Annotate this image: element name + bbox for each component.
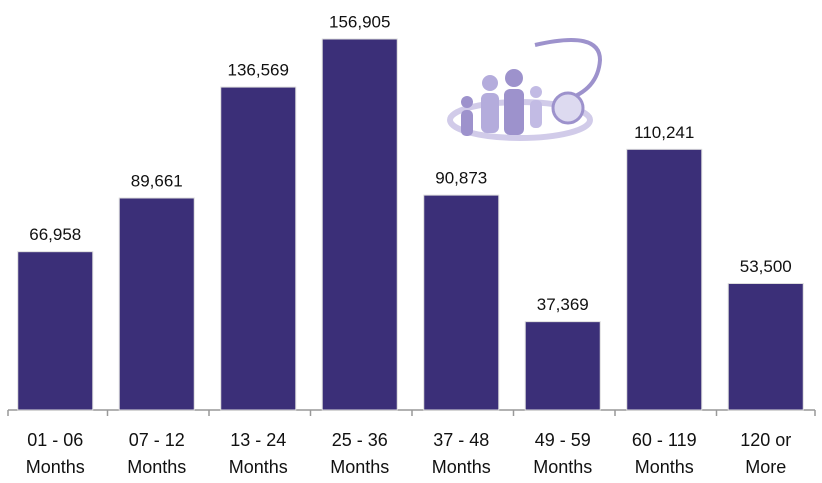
x-tick-label: 120 or (740, 430, 791, 450)
x-tick-label: Months (533, 457, 592, 477)
x-tick-label: Months (26, 457, 85, 477)
x-tick-label: 25 - 36 (332, 430, 388, 450)
value-label: 89,661 (131, 171, 183, 190)
value-label: 110,241 (634, 123, 694, 142)
x-tick-label: 07 - 12 (129, 430, 185, 450)
value-label: 90,873 (435, 169, 487, 188)
bar (321, 38, 398, 411)
bar (524, 321, 601, 411)
bar (220, 86, 297, 411)
x-tick-label: 13 - 24 (230, 430, 286, 450)
x-tick-label: Months (635, 457, 694, 477)
x-tick-label: 60 - 119 (632, 430, 697, 450)
x-tick-label: Months (330, 457, 389, 477)
value-label: 156,905 (329, 12, 390, 31)
bar (17, 251, 94, 411)
x-tick-label: Months (229, 457, 288, 477)
x-tick-label: 01 - 06 (27, 430, 83, 450)
decorative-icon (447, 38, 603, 141)
value-label: 37,369 (537, 295, 589, 314)
x-tick-label: More (745, 457, 786, 477)
x-tick-label: 49 - 59 (535, 430, 591, 450)
bar (118, 197, 195, 411)
value-label: 53,500 (740, 257, 792, 276)
bar (423, 194, 500, 411)
value-label: 66,958 (29, 225, 81, 244)
x-tick-label: Months (127, 457, 186, 477)
x-tick-label: 37 - 48 (433, 430, 489, 450)
value-label: 136,569 (228, 61, 289, 80)
x-tick-label: Months (432, 457, 491, 477)
bar (727, 282, 804, 411)
bar (626, 148, 703, 411)
